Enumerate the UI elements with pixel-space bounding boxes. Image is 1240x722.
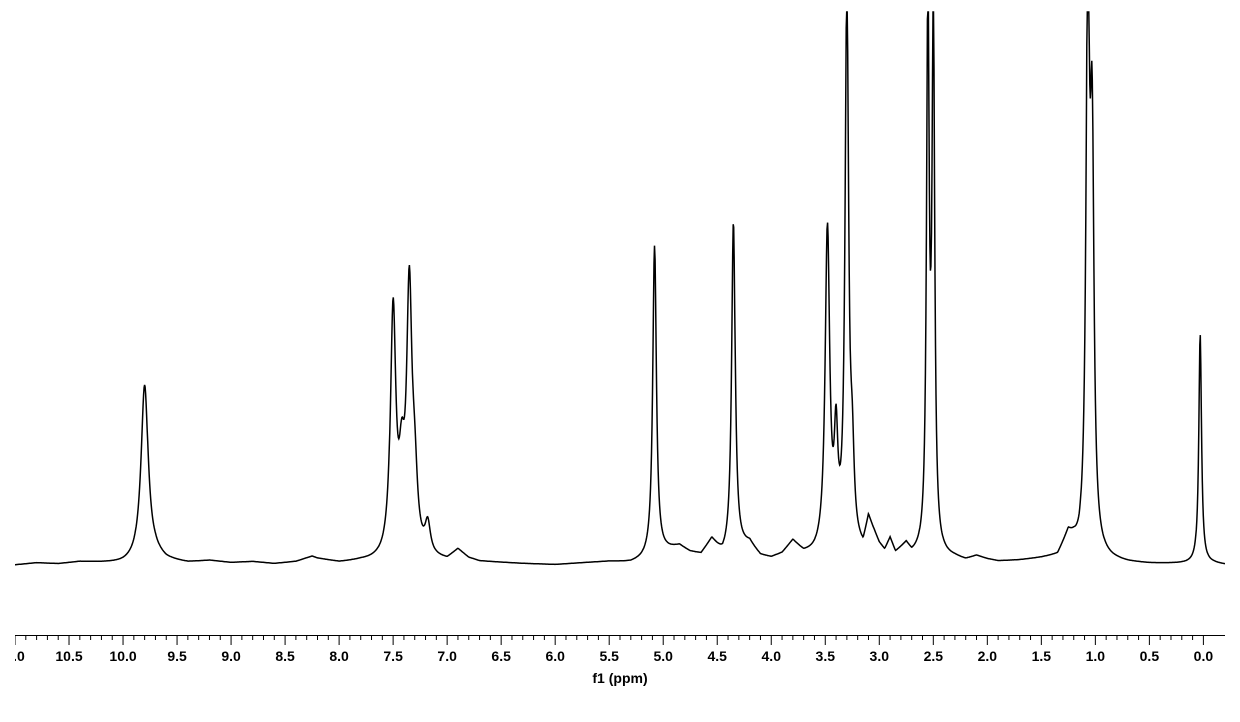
tick-label: 10.5: [55, 648, 82, 664]
tick-label: 1.0: [15, 648, 25, 664]
spectrum-svg: [15, 10, 1225, 600]
tick-label: 0.0: [1194, 648, 1214, 664]
tick-label: 7.0: [437, 648, 457, 664]
tick-label: 4.5: [707, 648, 727, 664]
tick-label: 8.0: [329, 648, 349, 664]
tick-label: 8.5: [275, 648, 295, 664]
tick-label: 2.5: [924, 648, 944, 664]
tick-label: 3.0: [870, 648, 890, 664]
axis-svg: 1.0 10.5 10.0 9.5 9.0 8.5 8.0 7.5 7.0 6.5 6.0 5.5 5.…: [15, 635, 1225, 670]
spectrum-plot: [15, 10, 1225, 600]
tick-label: 1.5: [1032, 648, 1052, 664]
tick-label: 3.5: [816, 648, 836, 664]
tick-label: 1.0: [1086, 648, 1106, 664]
tick-label: 6.5: [491, 648, 511, 664]
spectrum-trace: [15, 12, 1225, 565]
tick-label: 0.5: [1140, 648, 1160, 664]
tick-label: 6.0: [545, 648, 565, 664]
tick-label: 9.5: [167, 648, 187, 664]
x-axis-label: f1 (ppm): [15, 670, 1225, 686]
tick-label: 5.0: [653, 648, 673, 664]
tick-label: 9.0: [221, 648, 241, 664]
x-axis: 1.0 10.5 10.0 9.5 9.0 8.5 8.0 7.5 7.0 6.5 6.0 5.5 5.…: [15, 635, 1225, 695]
tick-label: 7.5: [383, 648, 403, 664]
tick-label: 2.0: [978, 648, 998, 664]
tick-label: 10.0: [109, 648, 136, 664]
tick-label: 5.5: [599, 648, 619, 664]
tick-label: 4.0: [762, 648, 782, 664]
